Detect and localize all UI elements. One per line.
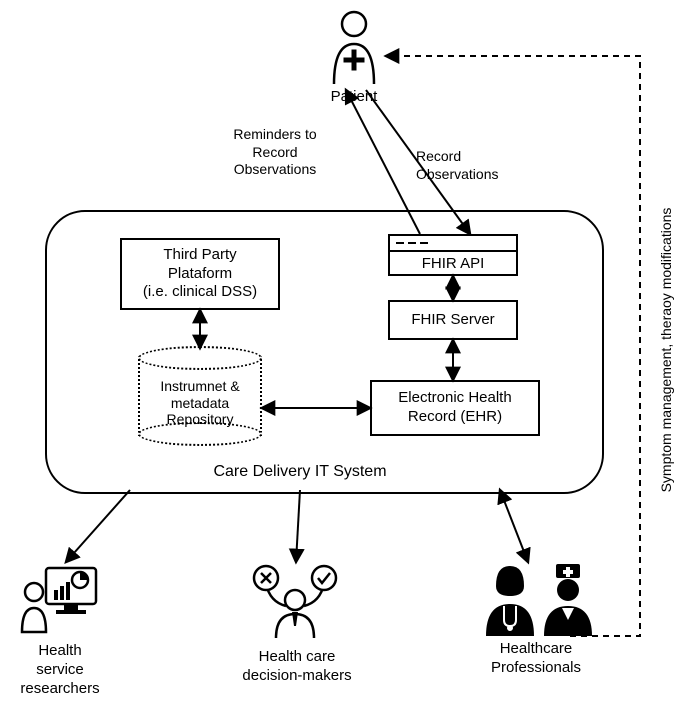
professionals-icon	[478, 562, 594, 638]
decision-makers-icon	[252, 562, 338, 640]
window-controls-icon	[390, 236, 516, 252]
patient-icon	[328, 10, 380, 86]
patient-label: Patient	[300, 88, 408, 107]
professionals-label: Healthcare Professionals	[464, 640, 608, 678]
diagram-canvas: Care Delivery IT System Third Party Plat…	[0, 0, 685, 709]
node-fhir-server: FHIR Server	[388, 300, 518, 340]
edge-label-reminders: Reminders to Record Observations	[210, 126, 340, 179]
node-repository: Instrumnet & metadata Repository	[138, 346, 262, 446]
node-fhir-api: FHIR API	[388, 234, 518, 276]
node-third-party: Third Party Plataform (i.e. clinical DSS…	[120, 238, 280, 310]
edge-label-record: Record Observations	[416, 148, 566, 183]
researchers-icon	[20, 562, 100, 638]
edge-label-feedback: Symptom management, theraoy modification…	[658, 190, 674, 510]
decision-makers-label: Health care decision-makers	[222, 648, 372, 686]
node-ehr: Electronic Health Record (EHR)	[370, 380, 540, 436]
system-caption: Care Delivery IT System	[200, 462, 400, 482]
researchers-label: Health service researchers	[0, 642, 120, 698]
